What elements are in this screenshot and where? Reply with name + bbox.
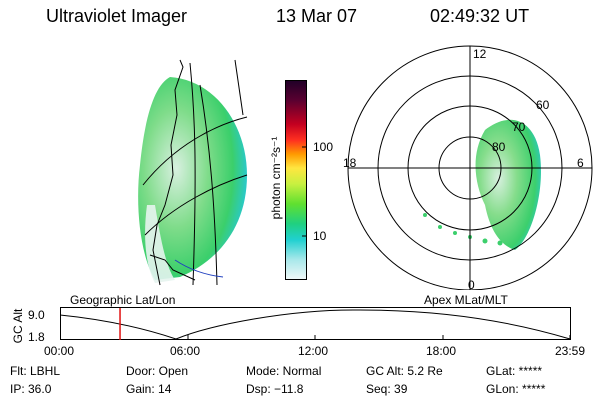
xtick-0600: 06:00 <box>170 344 201 358</box>
timeline-axis-title: GC Alt <box>11 308 25 344</box>
dsp-status: Dsp: −11.8 <box>246 382 304 396</box>
door-status: Door: Open <box>126 364 189 378</box>
polar-plot: 12 18 6 0 60 70 80 <box>343 45 593 290</box>
coastline-overlay <box>142 59 248 286</box>
lat-label-60: 60 <box>536 98 550 112</box>
apex-label: Apex MLat/MLT <box>424 293 508 307</box>
gain-status: Gain: 14 <box>126 382 172 396</box>
mlt-label-18: 18 <box>343 156 357 170</box>
gcalt-status: GC Alt: 5.2 Re <box>366 364 443 378</box>
geographic-label: Geographic Lat/Lon <box>70 293 176 307</box>
filter-status: Flt: LBHL <box>10 364 61 378</box>
xtick-0000: 00:00 <box>44 344 75 358</box>
mlt-label-0: 0 <box>468 278 475 290</box>
date-label: 13 Mar 07 <box>276 6 358 26</box>
instrument-title: Ultraviolet Imager <box>46 6 188 26</box>
geographic-image-panel <box>138 59 248 286</box>
glat-status: GLat: ***** <box>486 364 543 378</box>
lat-label-80: 80 <box>492 140 506 154</box>
xtick-1800: 18:00 <box>426 344 457 358</box>
mlt-label-6: 6 <box>577 156 584 170</box>
lat-label-70: 70 <box>512 120 526 134</box>
mlt-label-12: 12 <box>473 47 487 61</box>
altitude-timeline[interactable] <box>60 307 572 341</box>
seq-status: Seq: 39 <box>366 382 408 396</box>
colorbar-tick-100: 100 <box>313 140 334 154</box>
altitude-curve <box>60 309 571 340</box>
colorbar-unit-label: photon cm⁻²s⁻¹ <box>269 136 283 220</box>
xtick-1200: 12:00 <box>298 344 329 358</box>
mode-status: Mode: Normal <box>246 364 322 378</box>
colorbar-tick-10: 10 <box>313 229 327 243</box>
timeline-ytick-low: 1.8 <box>28 330 45 344</box>
polar-aurora <box>475 119 541 250</box>
ip-status: IP: 36.0 <box>10 382 52 396</box>
intensity-colorbar <box>285 80 307 280</box>
timeline-ytick-high: 9.0 <box>28 308 45 322</box>
glon-status: GLon: ***** <box>486 382 546 396</box>
time-label: 02:49:32 UT <box>430 6 530 26</box>
aurora-emission <box>138 77 247 280</box>
xtick-2359: 23:59 <box>555 344 586 358</box>
polar-grid <box>347 45 593 290</box>
